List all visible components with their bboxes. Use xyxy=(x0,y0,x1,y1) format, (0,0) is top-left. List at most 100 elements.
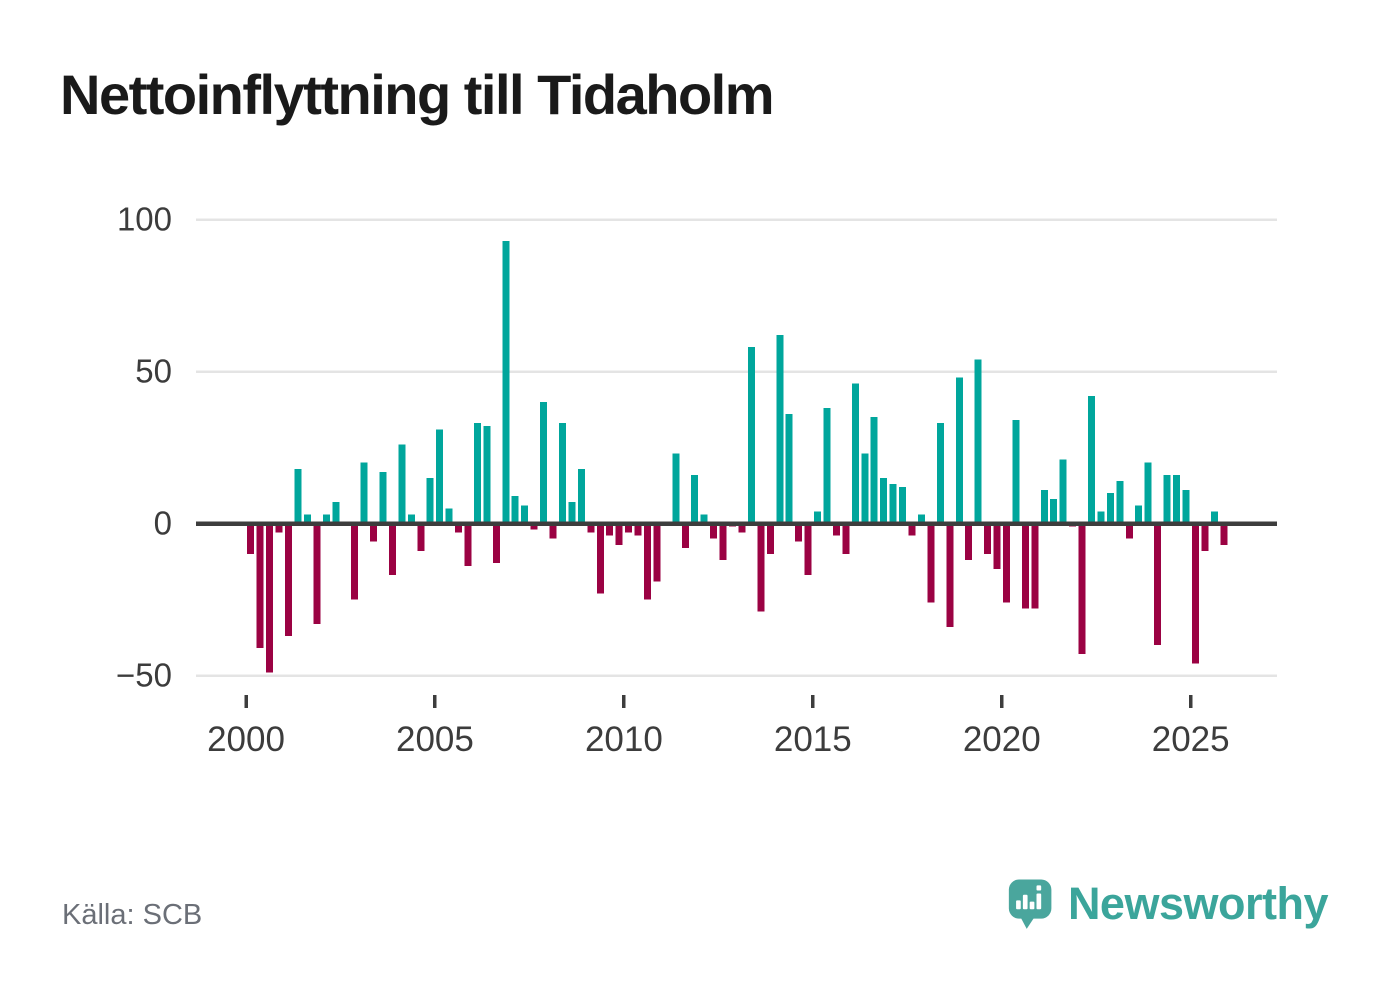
newsworthy-logo: Newsworthy xyxy=(1008,874,1329,944)
bar-2019Q3 xyxy=(984,523,992,554)
bar-2007Q1 xyxy=(511,496,519,524)
bar-2002Q2 xyxy=(332,502,340,524)
bar-2014Q4 xyxy=(804,523,812,576)
bar-2004Q2 xyxy=(407,514,415,524)
bar-2022Q2 xyxy=(1088,395,1096,524)
bar-2000Q2 xyxy=(256,523,264,649)
bar-2013Q2 xyxy=(747,347,755,524)
bar-2019Q2 xyxy=(974,359,982,524)
bar-2009Q3 xyxy=(606,523,614,536)
bar-2010Q1 xyxy=(625,523,633,533)
bar-2002Q4 xyxy=(351,523,359,600)
bar-2021Q2 xyxy=(1050,499,1058,524)
bar-2023Q2 xyxy=(1125,523,1133,539)
bar-2014Q1 xyxy=(776,335,784,524)
bar-2000Q3 xyxy=(266,523,274,673)
bar-2004Q1 xyxy=(398,444,406,524)
bar-2005Q4 xyxy=(464,523,472,567)
bar-2018Q2 xyxy=(936,423,944,524)
bar-2004Q3 xyxy=(417,523,425,551)
bar-2005Q1 xyxy=(436,429,444,524)
bar-2023Q1 xyxy=(1116,480,1124,524)
bar-2003Q2 xyxy=(370,523,378,542)
bar-2016Q3 xyxy=(870,417,878,524)
bar-2022Q3 xyxy=(1097,511,1105,524)
bar-2017Q3 xyxy=(908,523,916,536)
bar-2005Q2 xyxy=(445,508,453,524)
y-tick-label-0: 0 xyxy=(154,505,172,542)
gridline--50 xyxy=(196,674,1277,677)
bar-2013Q3 xyxy=(757,523,765,612)
bar-2009Q1 xyxy=(587,523,595,533)
x-tick-label-2000: 2000 xyxy=(207,720,285,759)
bar-2024Q3 xyxy=(1173,474,1181,524)
bar-2018Q4 xyxy=(955,377,963,524)
bar-2023Q4 xyxy=(1144,462,1152,524)
bar-2003Q3 xyxy=(379,471,387,524)
bar-2015Q2 xyxy=(823,407,831,524)
bar-2020Q4 xyxy=(1031,523,1039,609)
x-tick-2025 xyxy=(1188,695,1193,708)
newsworthy-logo-icon xyxy=(1008,879,1052,929)
bar-2025Q4 xyxy=(1220,523,1228,545)
zero-axis-line xyxy=(196,521,1277,526)
bar-2024Q1 xyxy=(1154,523,1162,646)
bar-2009Q4 xyxy=(615,523,623,545)
bar-2012Q2 xyxy=(710,523,718,539)
bar-2000Q4 xyxy=(275,523,283,533)
bar-2004Q4 xyxy=(426,477,434,524)
y-tick-label--50: −50 xyxy=(116,657,172,694)
bar-2013Q4 xyxy=(766,523,774,554)
bar-2017Q1 xyxy=(889,483,897,524)
bar-2012Q1 xyxy=(700,514,708,524)
bar-2020Q2 xyxy=(1012,420,1020,524)
bar-2019Q4 xyxy=(993,523,1001,570)
bar-2001Q1 xyxy=(285,523,293,636)
bar-2008Q1 xyxy=(549,523,557,539)
bar-2020Q1 xyxy=(1002,523,1010,603)
bar-2006Q4 xyxy=(502,240,510,524)
bar-2014Q2 xyxy=(785,414,793,524)
bar-2014Q3 xyxy=(795,523,803,542)
bar-2025Q3 xyxy=(1210,511,1218,524)
bar-2016Q4 xyxy=(880,477,888,524)
bar-2015Q4 xyxy=(842,523,850,554)
bar-2013Q1 xyxy=(738,523,746,533)
x-tick-2000 xyxy=(244,695,248,708)
bar-2022Q1 xyxy=(1078,523,1086,655)
bar-2007Q2 xyxy=(521,505,529,524)
bar-2025Q2 xyxy=(1201,523,1209,551)
bar-2003Q1 xyxy=(360,462,368,524)
bar-2001Q4 xyxy=(313,523,321,624)
bar-2008Q2 xyxy=(558,423,566,524)
bar-2012Q3 xyxy=(719,523,727,560)
bar-2007Q3 xyxy=(530,523,538,530)
bar-2011Q2 xyxy=(672,453,680,524)
gridline-50 xyxy=(196,370,1277,373)
gridline-100 xyxy=(196,218,1277,221)
chart-title: Nettoinflyttning till Tidaholm xyxy=(60,63,775,126)
bar-2010Q3 xyxy=(644,523,651,600)
bar-2006Q1 xyxy=(473,423,481,524)
bar-2003Q4 xyxy=(388,523,396,576)
x-tick-label-2020: 2020 xyxy=(963,720,1041,759)
x-tick-label-2010: 2010 xyxy=(585,720,663,759)
bar-2001Q2 xyxy=(294,468,302,524)
bar-2021Q1 xyxy=(1040,490,1048,524)
bar-2006Q3 xyxy=(492,523,500,564)
bar-2018Q1 xyxy=(927,523,935,603)
x-tick-2005 xyxy=(433,695,437,708)
x-tick-label-2015: 2015 xyxy=(774,720,852,759)
bar-2005Q3 xyxy=(455,523,463,533)
bar-2002Q1 xyxy=(322,514,330,524)
bar-2000Q1 xyxy=(247,523,255,554)
y-tick-label-50: 50 xyxy=(135,353,172,390)
bar-2018Q3 xyxy=(946,523,954,627)
bar-2001Q3 xyxy=(303,514,311,524)
bar-2010Q2 xyxy=(634,523,642,536)
bar-2024Q2 xyxy=(1163,474,1171,524)
x-tick-2010 xyxy=(622,695,626,708)
bar-2015Q1 xyxy=(814,511,822,524)
bar-2025Q1 xyxy=(1191,523,1199,664)
